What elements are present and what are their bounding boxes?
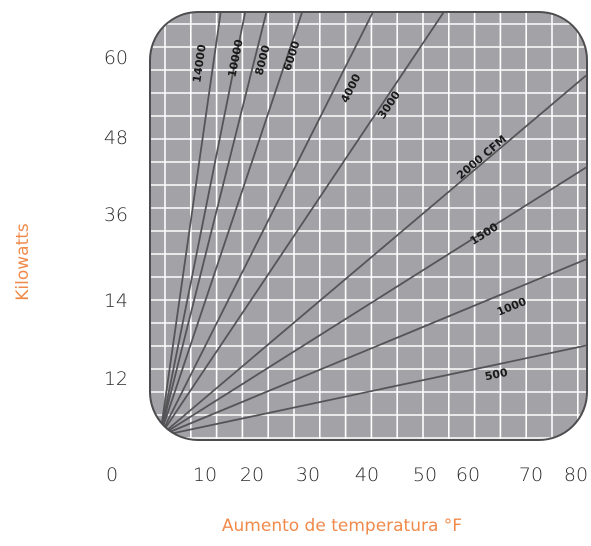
x-axis-label: Aumento de temperatura °F (222, 516, 462, 536)
plot-frame (149, 11, 588, 441)
series-line-1500 (159, 166, 587, 437)
series-line-4000 (159, 12, 374, 437)
series-label-500: 500 (484, 366, 509, 384)
series-label-14000: 14000 (190, 43, 208, 83)
series-line-2000-cfm (159, 74, 587, 437)
series-line-500 (159, 344, 587, 437)
x-tick-label: 20 (240, 464, 264, 486)
x-tick-label: 30 (296, 464, 320, 486)
y-tick-label: 36 (104, 204, 128, 226)
series-line-8000 (159, 12, 268, 437)
grid (150, 12, 587, 440)
y-tick-label: 14 (104, 290, 128, 312)
x-tick-label: 50 (413, 464, 437, 486)
x-tick-label: 70 (519, 464, 543, 486)
plot-area (150, 12, 587, 440)
y-axis-label: Kilowatts (13, 223, 33, 301)
x-tick-label: 40 (355, 464, 379, 486)
series-line-3000 (159, 12, 445, 437)
y-tick-labels: 60 48 36 14 12 (104, 47, 128, 390)
series-line-10000 (159, 12, 247, 437)
x-tick-label: 0 (106, 464, 118, 486)
x-tick-label: 80 (564, 464, 588, 486)
series-lines (159, 12, 587, 437)
x-tick-label: 10 (193, 464, 217, 486)
y-tick-label: 48 (104, 127, 128, 149)
y-tick-label: 60 (104, 47, 128, 69)
series-line-1000 (159, 258, 587, 437)
series-line-6000 (159, 12, 304, 437)
y-tick-label: 12 (104, 368, 128, 390)
series-line-14000 (159, 12, 222, 437)
x-tick-label: 60 (456, 464, 480, 486)
x-tick-labels: 0 10 20 30 40 50 60 70 80 (106, 464, 588, 486)
